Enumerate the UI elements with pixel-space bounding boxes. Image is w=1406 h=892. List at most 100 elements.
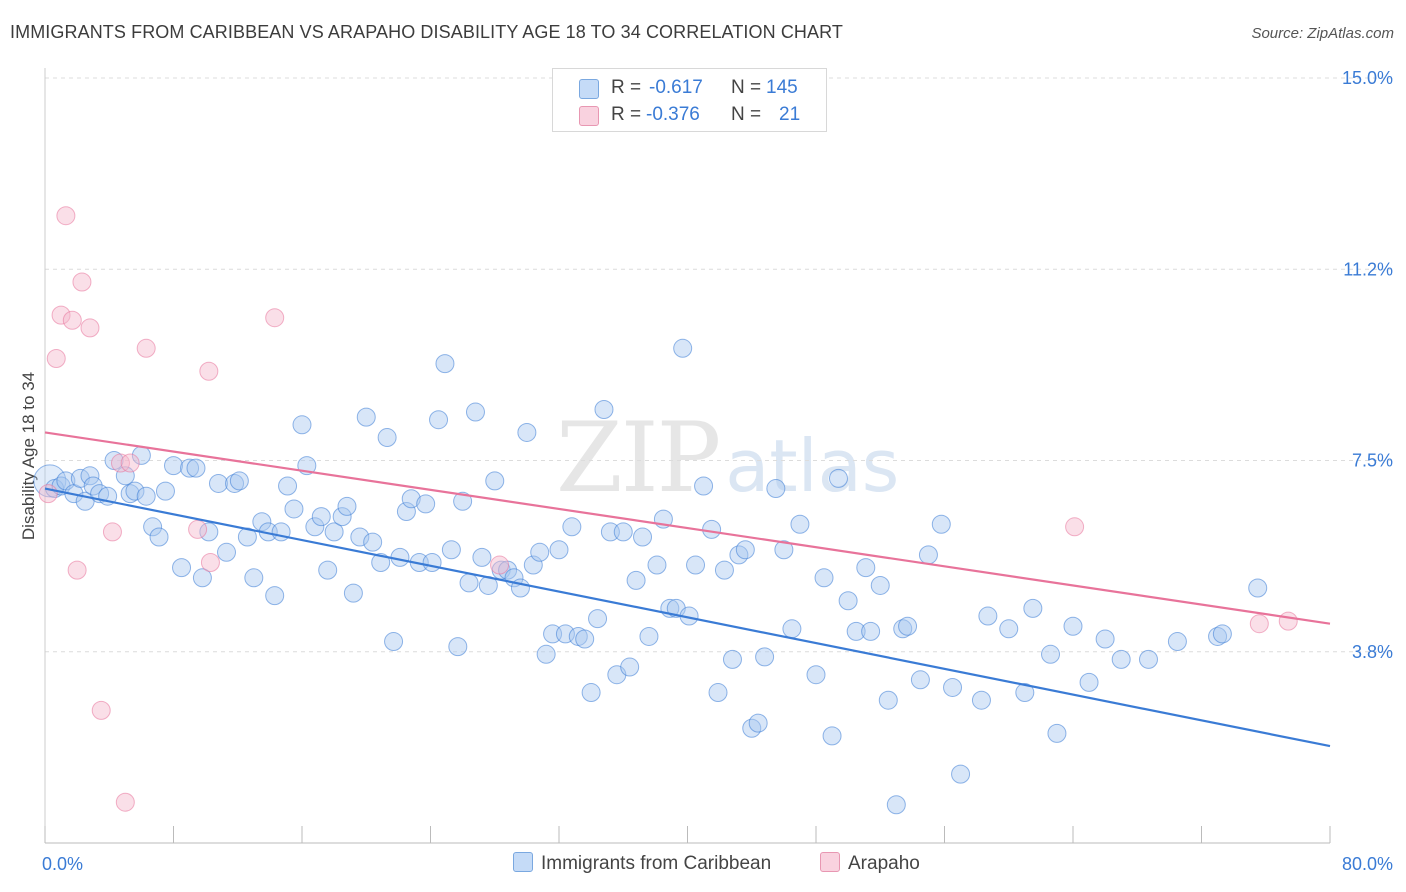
caribbean-point — [530, 542, 550, 562]
bottom-legend-label: Immigrants from Caribbean — [541, 853, 772, 874]
caribbean-point — [441, 540, 461, 560]
caribbean-point — [999, 619, 1019, 639]
caribbean-point — [846, 621, 866, 641]
caribbean-point — [856, 558, 876, 578]
arapaho-point — [200, 553, 220, 572]
y-tick-label: 11.2% — [1343, 259, 1393, 279]
caribbean-point — [575, 629, 595, 649]
arapaho-point — [56, 206, 76, 226]
caribbean-point — [971, 690, 991, 710]
caribbean-point — [225, 473, 245, 493]
caribbean-point — [814, 568, 834, 588]
caribbean-point — [278, 476, 298, 496]
y-tick-label: 3.8% — [1352, 642, 1393, 662]
caribbean-point — [343, 583, 363, 603]
caribbean-point — [878, 690, 898, 710]
caribbean-point — [125, 481, 145, 501]
caribbean-point — [588, 609, 608, 629]
source-label[interactable]: Source: ZipAtlas.com — [1251, 25, 1394, 42]
bottom-legend-caribbean[interactable]: Immigrants from Caribbean — [513, 852, 771, 875]
caribbean-point — [581, 683, 601, 703]
caribbean-point — [806, 665, 826, 685]
caribbean-point — [742, 718, 762, 738]
arapaho-point — [1278, 611, 1298, 631]
caribbean-point — [172, 558, 192, 578]
arapaho-point — [51, 305, 71, 325]
caribbean-point — [828, 468, 848, 488]
caribbean-point — [435, 354, 455, 374]
caribbean-point — [951, 764, 971, 784]
arapaho-point — [1065, 517, 1085, 537]
caribbean-point — [782, 619, 802, 639]
caribbean-point — [647, 555, 667, 575]
caribbean-point — [252, 512, 272, 532]
caribbean-point — [722, 649, 742, 669]
bottom-legend-swatch-caribbean — [513, 852, 533, 872]
bottom-legend-arapaho[interactable]: Arapaho — [820, 852, 920, 875]
legend-n-label: N = — [731, 77, 762, 98]
caribbean-point — [1023, 598, 1043, 618]
caribbean-point — [208, 473, 228, 493]
caribbean-point — [748, 713, 768, 733]
x-tick-label: 80.0% — [1342, 854, 1393, 874]
arapaho-point — [67, 560, 87, 580]
caribbean-point — [822, 726, 842, 746]
caribbean-point — [143, 517, 163, 537]
caribbean-point — [416, 494, 436, 514]
bottom-legend-label: Arapaho — [848, 853, 920, 874]
caribbean-point — [523, 555, 543, 575]
caribbean-point — [83, 476, 103, 496]
caribbean-point — [978, 606, 998, 626]
arapaho-point — [136, 338, 156, 358]
caribbean-point — [633, 527, 653, 547]
caribbean-point — [155, 481, 175, 501]
arapaho-point — [38, 484, 58, 504]
caribbean-point — [943, 677, 963, 697]
arapaho-point — [72, 272, 92, 292]
caribbean-point — [702, 519, 722, 539]
caribbean-point — [465, 402, 485, 422]
caribbean-point — [422, 553, 442, 572]
legend-n-value: 21 — [779, 104, 801, 125]
caribbean-point — [870, 575, 890, 595]
caribbean-point — [453, 491, 473, 511]
caribbean-point — [324, 522, 344, 542]
caribbean-point — [639, 626, 659, 646]
chart-title: IMMIGRANTS FROM CARIBBEAN VS ARAPAHO DIS… — [10, 22, 843, 42]
legend-r-label: R = — [611, 104, 642, 125]
caribbean-point — [626, 570, 646, 590]
caribbean-point — [517, 422, 537, 442]
caribbean-point — [686, 555, 706, 575]
caribbean-point — [265, 586, 285, 606]
caribbean-point — [729, 545, 749, 565]
caribbean-point — [371, 553, 391, 572]
caribbean-point — [594, 400, 614, 419]
caribbean-point — [429, 410, 449, 430]
caribbean-point — [305, 517, 325, 537]
caribbean-point — [332, 507, 352, 527]
watermark-atlas: atlas — [725, 424, 900, 508]
bottom-legend-swatch-arapaho — [820, 852, 840, 872]
x-tick-label: 0.0% — [42, 854, 83, 874]
caribbean-point — [217, 542, 237, 562]
arapaho-trend-line — [44, 431, 1331, 625]
caribbean-point — [766, 479, 786, 499]
caribbean-point — [893, 619, 913, 639]
caribbean-point — [136, 486, 156, 506]
arapaho-point — [80, 318, 100, 338]
caribbean-point — [694, 476, 714, 496]
caribbean-point — [755, 647, 775, 667]
caribbean-point — [1111, 649, 1131, 669]
caribbean-point — [284, 499, 304, 519]
caribbean-point — [396, 502, 416, 521]
caribbean-point — [1138, 649, 1158, 669]
legend-r-label: R = — [611, 77, 642, 98]
caribbean-point — [459, 573, 479, 593]
caribbean-point — [149, 527, 169, 547]
arapaho-point — [120, 453, 140, 473]
caribbean-point — [199, 522, 219, 542]
caribbean-point — [886, 795, 906, 815]
caribbean-point — [1015, 683, 1035, 703]
y-tick-label: 7.5% — [1352, 451, 1393, 471]
